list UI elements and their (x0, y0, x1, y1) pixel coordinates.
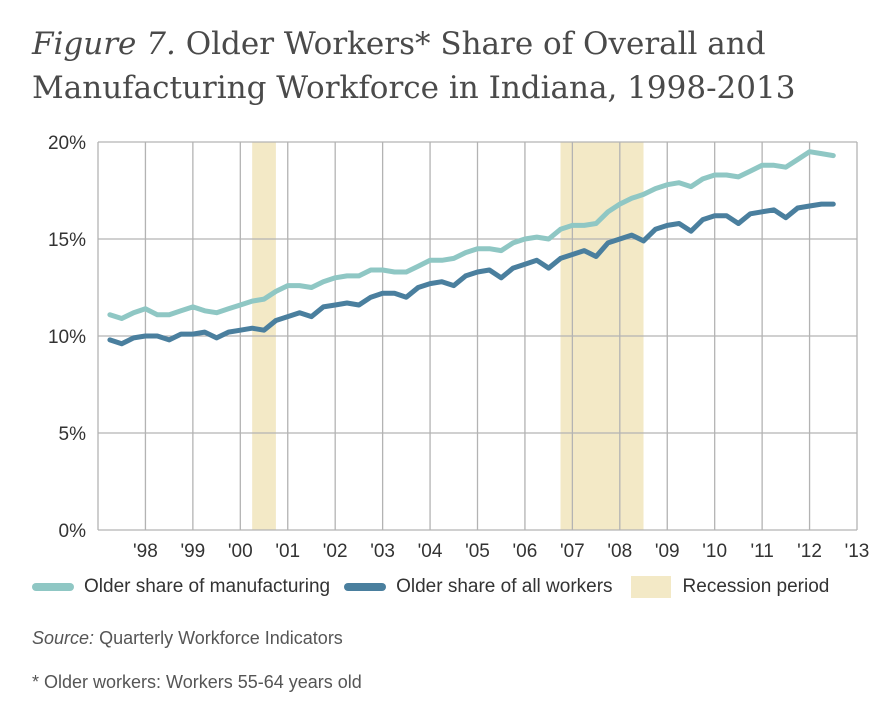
legend-label-all-workers: Older share of all workers (396, 576, 613, 597)
series (107, 149, 836, 347)
x-tick-label: '99 (180, 541, 205, 562)
x-tick-label: '07 (560, 541, 585, 562)
source-label: Source: (32, 628, 95, 648)
legend-item-all-workers: Older share of all workers (344, 576, 613, 598)
x-tick-label: '10 (702, 541, 727, 562)
x-tick-label: '09 (655, 541, 680, 562)
y-tick-label: 10% (48, 327, 86, 348)
x-tick-label: '08 (607, 541, 632, 562)
x-tick-label: '12 (797, 541, 822, 562)
y-tick-label: 0% (59, 521, 87, 542)
x-tick-label: '02 (323, 541, 348, 562)
source-text: Quarterly Workforce Indicators (99, 628, 343, 648)
legend-swatch-all-workers (344, 583, 387, 591)
legend-item-manufacturing: Older share of manufacturing (32, 576, 330, 598)
chart-title: Figure 7. Older Workers* Share of Overal… (32, 22, 872, 110)
tick-labels: 0% 5% 10% 15% 20% '98 '99 '00 '01 '02 '03 '04 '05 '06… (48, 133, 869, 562)
y-tick-label: 15% (48, 230, 86, 251)
x-tick-label: '13 (845, 541, 870, 562)
footnote: * Older workers: Workers 55-64 years old (32, 672, 362, 692)
x-tick-label: '04 (418, 541, 443, 562)
legend-label-manufacturing: Older share of manufacturing (84, 576, 331, 597)
x-tick-label: '01 (275, 541, 300, 562)
grid (97, 141, 858, 531)
x-tick-label: '98 (133, 541, 158, 562)
legend-swatch-recession (630, 576, 671, 598)
x-tick-label: '05 (465, 541, 490, 562)
legend-label-recession: Recession period (682, 576, 830, 597)
x-tick-label: '06 (513, 541, 538, 562)
y-tick-label: 5% (59, 424, 87, 445)
chart: 0% 5% 10% 15% 20% '98 '99 '00 '01 '02 '03 '04 '05 '06… (48, 133, 869, 562)
legend-item-recession: Recession period (627, 576, 830, 598)
line-older-share-manufacturing (107, 149, 836, 321)
x-tick-label: '03 (370, 541, 395, 562)
x-tick-label: '11 (750, 541, 773, 562)
line-older-share-all-workers (107, 201, 836, 347)
x-tick-label: '00 (228, 541, 253, 562)
chart-title-text: Older Workers* Share of Overall and Manu… (32, 26, 796, 106)
legend-swatch-manufacturing (32, 583, 74, 591)
legend: Older share of manufacturing Older share… (32, 572, 843, 602)
source-note: Source: Quarterly Workforce Indicators (32, 628, 343, 649)
y-tick-label: 20% (48, 133, 86, 154)
figure-number: Figure 7. (32, 26, 176, 62)
